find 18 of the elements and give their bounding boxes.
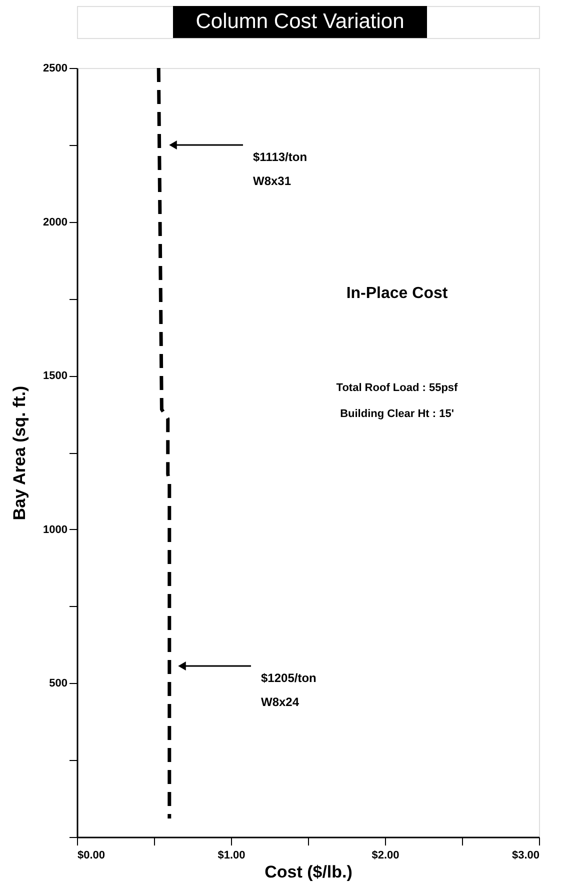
y-tick-label: 2000 — [43, 216, 68, 228]
y-tick-label: 2500 — [43, 62, 68, 74]
annotation: Total Roof Load : 55psf — [336, 382, 458, 394]
y-axis-title: Bay Area (sq. ft.) — [10, 386, 30, 520]
annotation: Building Clear Ht : 15' — [340, 408, 454, 420]
x-tick-label: $3.00 — [512, 850, 540, 862]
annotation: $1113/ton W8x31 — [253, 150, 308, 188]
chart-title: Column Cost Variation — [196, 10, 404, 33]
x-tick-label: $2.00 — [372, 850, 400, 862]
x-tick-label: $1.00 — [218, 850, 246, 862]
y-tick-label: 1000 — [43, 524, 68, 536]
annotation: In-Place Cost — [346, 285, 448, 302]
line-series — [156, 66, 172, 820]
annotation: $1205/ton W8x24 — [261, 671, 316, 709]
y-tick-label: 500 — [49, 678, 68, 690]
y-tick-label: 1500 — [43, 370, 68, 382]
x-axis-title: Cost ($/lb.) — [264, 862, 352, 882]
x-tick-label: $0.00 — [78, 850, 106, 862]
